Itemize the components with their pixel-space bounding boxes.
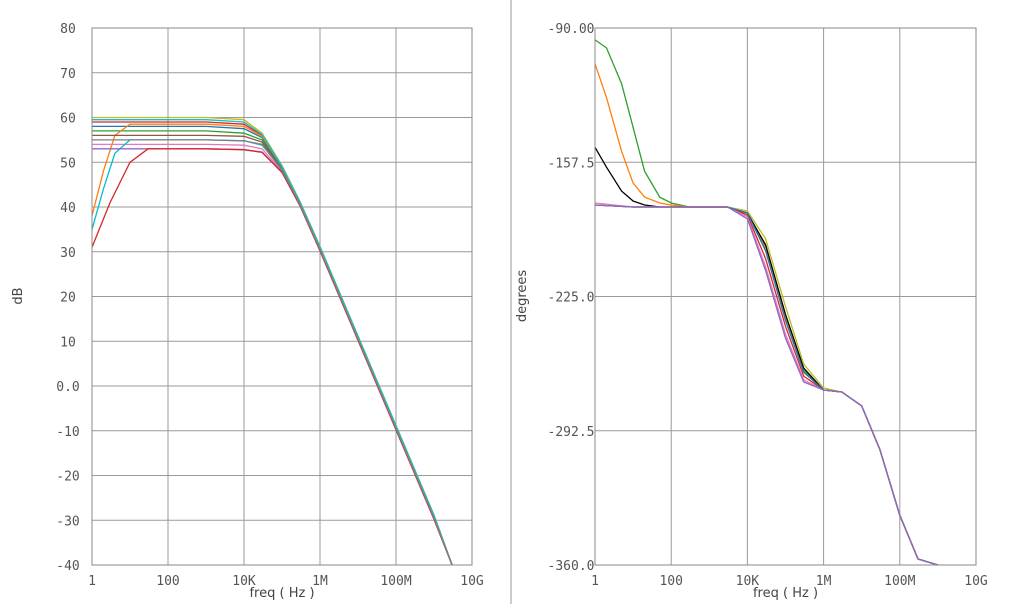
series-line bbox=[594, 204, 939, 566]
y-tick-label: -360.0 bbox=[548, 559, 595, 574]
phase-plot-frame bbox=[594, 27, 977, 566]
series-line bbox=[594, 204, 939, 566]
y-tick-label: 10 bbox=[60, 335, 76, 350]
magnitude-y-axis-label: dB bbox=[11, 287, 26, 304]
y-tick-label: -157.5 bbox=[548, 156, 595, 171]
phase-series bbox=[594, 39, 939, 566]
series-line bbox=[594, 204, 939, 566]
magnitude-x-axis-label: freq ( Hz ) bbox=[249, 586, 314, 601]
y-tick-label: 50 bbox=[60, 156, 76, 171]
phase-y-axis-label: degrees bbox=[515, 270, 530, 323]
phase-y-tick-labels: -90.00 -157.5 -225.0 -292.5 -360.0 bbox=[548, 22, 595, 574]
x-tick-label: 100M bbox=[884, 574, 915, 589]
x-tick-label: 1M bbox=[816, 574, 832, 589]
series-line bbox=[594, 63, 939, 566]
phase-x-axis-label: freq ( Hz ) bbox=[753, 586, 818, 601]
y-tick-label: 80 bbox=[60, 22, 76, 37]
series-line bbox=[92, 121, 453, 566]
series-line bbox=[92, 125, 453, 566]
magnitude-grid bbox=[91, 27, 473, 566]
magnitude-plot-frame bbox=[91, 27, 473, 566]
y-tick-label: 60 bbox=[60, 112, 76, 127]
y-tick-label: -20 bbox=[56, 470, 79, 485]
x-tick-label: 100 bbox=[156, 574, 179, 589]
y-tick-label: 70 bbox=[60, 67, 76, 82]
series-line bbox=[594, 202, 939, 566]
magnitude-plot: 1 100 10K 1M 100M 10G 80 70 60 50 40 30 20 10 0.0 -10 -… bbox=[11, 22, 484, 601]
y-tick-label: -225.0 bbox=[548, 291, 595, 306]
phase-grid bbox=[594, 27, 977, 566]
magnitude-y-tick-labels: 80 70 60 50 40 30 20 10 0.0 -10 -20 -30 -40 bbox=[56, 22, 79, 574]
x-tick-label: 10G bbox=[964, 574, 988, 589]
x-tick-label: 100 bbox=[659, 574, 682, 589]
x-tick-label: 1M bbox=[312, 574, 328, 589]
phase-x-tick-labels: 1 100 10K 1M 100M 10G bbox=[591, 574, 988, 589]
y-tick-label: -10 bbox=[56, 425, 79, 440]
phase-plot: 1 100 10K 1M 100M 10G -90.00 -157.5 -225.0 -292.… bbox=[515, 22, 988, 601]
series-line bbox=[594, 146, 939, 566]
magnitude-series bbox=[91, 116, 453, 566]
series-line bbox=[594, 204, 939, 566]
y-tick-label: 30 bbox=[60, 246, 76, 261]
x-tick-label: 1 bbox=[591, 574, 599, 589]
series-line bbox=[91, 123, 453, 566]
x-tick-label: 10K bbox=[232, 574, 256, 589]
x-tick-label: 10G bbox=[460, 574, 484, 589]
y-tick-label: -90.00 bbox=[548, 22, 595, 37]
series-line bbox=[92, 130, 453, 566]
series-line bbox=[92, 148, 453, 566]
x-tick-label: 10K bbox=[736, 574, 760, 589]
magnitude-x-tick-labels: 1 100 10K 1M 100M 10G bbox=[88, 574, 484, 589]
series-line bbox=[92, 139, 453, 566]
y-tick-label: 0.0 bbox=[56, 380, 79, 395]
series-line bbox=[91, 139, 453, 566]
series-line bbox=[91, 148, 453, 566]
x-tick-label: 100M bbox=[380, 574, 411, 589]
series-line bbox=[594, 39, 939, 566]
y-tick-label: 40 bbox=[60, 201, 76, 216]
y-tick-label: -292.5 bbox=[548, 425, 595, 440]
y-tick-label: 20 bbox=[60, 291, 76, 306]
x-tick-label: 1 bbox=[88, 574, 96, 589]
y-tick-label: -30 bbox=[56, 514, 79, 529]
series-line bbox=[92, 119, 453, 566]
y-tick-label: -40 bbox=[56, 559, 79, 574]
series-line bbox=[92, 134, 453, 566]
